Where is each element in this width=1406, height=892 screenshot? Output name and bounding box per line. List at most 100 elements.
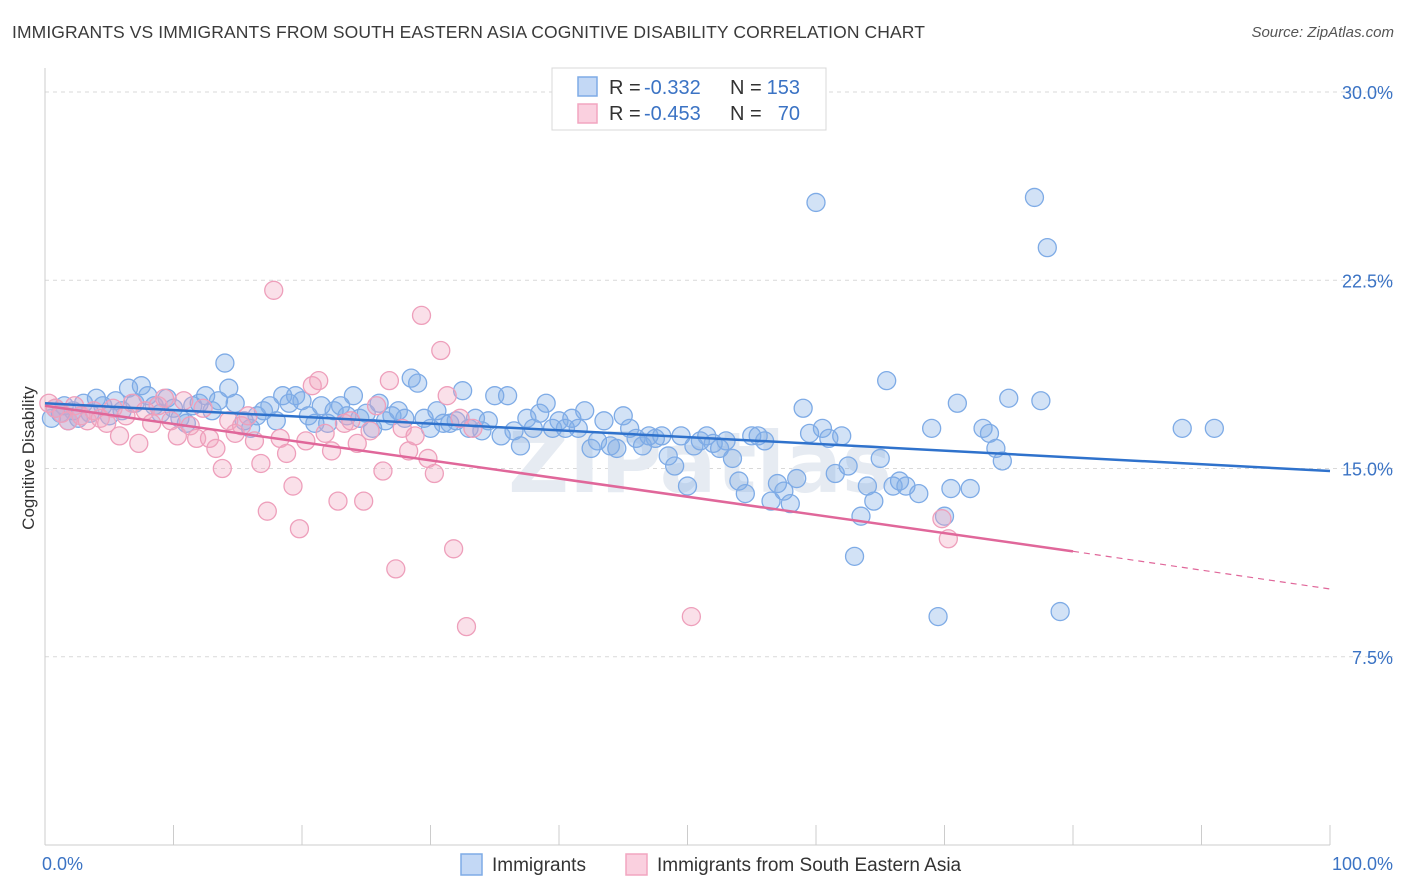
y-tick-label-3: 30.0% bbox=[1342, 83, 1393, 103]
sea-point-45 bbox=[328, 491, 348, 511]
immigrants-point-150 bbox=[1037, 237, 1057, 258]
immigrants-point-73 bbox=[497, 386, 518, 406]
immigrants-point-116 bbox=[774, 481, 794, 501]
immigrants-point-139 bbox=[934, 506, 955, 526]
sea-point-65 bbox=[456, 616, 477, 637]
sea-point-61 bbox=[431, 340, 451, 361]
sea-point-26 bbox=[206, 438, 226, 459]
legend-box: R = -0.332 N = 153 R = -0.453 N = 70 bbox=[551, 67, 827, 131]
immigrants-point-58 bbox=[401, 368, 421, 388]
immigrants-point-149 bbox=[1031, 391, 1051, 411]
immigrants-point-140 bbox=[941, 478, 961, 499]
bottom-legend-swatch-immigrants bbox=[460, 853, 483, 876]
sea-point-60 bbox=[424, 463, 445, 484]
immigrants-point-147 bbox=[999, 388, 1019, 408]
immigrants-point-104 bbox=[697, 426, 717, 446]
immigrants-point-131 bbox=[870, 448, 890, 469]
immigrants-point-137 bbox=[922, 418, 942, 438]
immigrants-point-127 bbox=[844, 546, 865, 566]
immigrants-point-98 bbox=[658, 446, 678, 466]
sea-point-51 bbox=[366, 396, 387, 416]
sea-point-66 bbox=[463, 418, 483, 438]
sea-point-48 bbox=[347, 433, 367, 454]
immigrants-point-136 bbox=[909, 483, 929, 504]
sea-point-34 bbox=[257, 501, 277, 521]
sea-point-20 bbox=[167, 426, 188, 446]
y-tick-labels: 7.5% 15.0% 22.5% 30.0% bbox=[1342, 83, 1393, 668]
immigrants-point-110 bbox=[735, 483, 755, 504]
sea-point-27 bbox=[212, 458, 232, 479]
series-sea-points bbox=[39, 280, 959, 637]
grid-lines bbox=[45, 91, 1393, 658]
y-axis-label: Cognitive Disability bbox=[19, 386, 38, 530]
immigrants-point-9 bbox=[86, 388, 107, 408]
sea-trend-line-extension bbox=[1072, 550, 1331, 590]
legend-r-label-0: R = bbox=[609, 77, 641, 99]
bottom-legend-label-immigrants: Immigrants bbox=[492, 855, 586, 876]
sea-point-49 bbox=[354, 491, 374, 511]
immigrants-point-0 bbox=[41, 408, 62, 428]
immigrants-point-138 bbox=[928, 606, 948, 627]
sea-point-62 bbox=[437, 386, 457, 406]
legend-n-label-1: N = bbox=[730, 103, 762, 125]
legend-swatch-immigrants bbox=[577, 76, 598, 97]
immigrants-point-114 bbox=[761, 491, 781, 511]
immigrants-point-146 bbox=[992, 451, 1012, 471]
sea-point-21 bbox=[174, 391, 194, 411]
immigrants-point-118 bbox=[787, 468, 807, 489]
immigrants-point-16 bbox=[131, 376, 152, 396]
immigrants-point-115 bbox=[767, 473, 788, 494]
legend-n-value-0: 153 bbox=[767, 77, 800, 99]
immigrants-point-28 bbox=[208, 391, 229, 411]
immigrants-point-66 bbox=[452, 381, 473, 401]
immigrants-point-84 bbox=[568, 418, 588, 438]
immigrants-point-86 bbox=[581, 438, 601, 459]
immigrants-point-101 bbox=[677, 476, 698, 496]
immigrants-point-99 bbox=[665, 456, 685, 476]
sea-point-33 bbox=[251, 453, 271, 474]
immigrants-point-107 bbox=[716, 431, 736, 451]
y-tick-label-2: 22.5% bbox=[1342, 271, 1393, 291]
y-tick-label-1: 15.0% bbox=[1342, 460, 1393, 480]
sea-point-16 bbox=[142, 413, 162, 433]
immigrants-point-151 bbox=[1050, 601, 1070, 622]
immigrants-point-78 bbox=[530, 403, 550, 423]
sea-point-14 bbox=[129, 433, 149, 454]
immigrants-point-62 bbox=[427, 401, 447, 421]
immigrants-point-130 bbox=[864, 491, 884, 511]
immigrants-point-142 bbox=[960, 478, 980, 499]
sea-point-37 bbox=[276, 443, 297, 464]
immigrants-point-152 bbox=[1172, 418, 1192, 438]
sea-point-57 bbox=[405, 426, 425, 446]
immigrants-point-53 bbox=[369, 393, 389, 413]
sea-point-31 bbox=[238, 406, 258, 426]
immigrants-point-125 bbox=[832, 426, 852, 446]
immigrants-point-117 bbox=[780, 493, 800, 514]
legend-swatch-sea bbox=[577, 103, 598, 124]
sea-point-63 bbox=[443, 539, 464, 559]
sea-point-35 bbox=[264, 280, 284, 300]
immigrants-point-40 bbox=[285, 386, 306, 406]
y-tick-label-0: 7.5% bbox=[1352, 648, 1393, 668]
sea-point-18 bbox=[154, 388, 175, 408]
immigrants-trend-line bbox=[44, 401, 1331, 473]
sea-point-38 bbox=[283, 476, 303, 496]
sea-point-41 bbox=[302, 376, 322, 396]
immigrants-point-91 bbox=[613, 406, 633, 426]
immigrants-point-132 bbox=[877, 370, 897, 391]
legend-r-value-1: -0.453 bbox=[644, 103, 701, 125]
series-immigrants-points bbox=[41, 187, 1224, 627]
immigrants-point-12 bbox=[106, 391, 126, 411]
immigrants-point-134 bbox=[889, 471, 910, 491]
bottom-legend-label-sea: Immigrants from South Eastern Asia bbox=[657, 855, 962, 876]
sea-point-67 bbox=[681, 606, 702, 627]
sea-point-43 bbox=[315, 423, 335, 444]
sea-point-42 bbox=[309, 370, 329, 391]
legend-n-label-0: N = bbox=[730, 77, 762, 99]
sea-point-39 bbox=[289, 519, 310, 539]
immigrants-point-109 bbox=[729, 471, 749, 491]
immigrants-point-75 bbox=[510, 436, 531, 456]
sea-point-50 bbox=[360, 421, 380, 441]
bottom-legend-swatch-sea bbox=[625, 853, 648, 876]
